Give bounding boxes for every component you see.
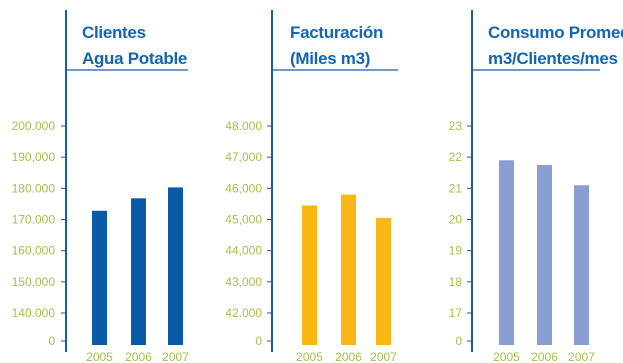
x-category-label: 2006 — [531, 350, 558, 363]
y-tick-label: 17 — [449, 306, 463, 320]
y-tick-label: 190,000 — [12, 150, 56, 164]
chart-title-line: (Miles m3) — [290, 49, 370, 68]
y-tick-label: 200.000 — [12, 119, 56, 133]
bar — [302, 205, 317, 345]
bar — [537, 164, 552, 345]
y-tick-label: 43,000 — [225, 275, 262, 289]
x-category-label: 2005 — [493, 350, 520, 363]
bar — [499, 160, 514, 345]
y-tick-label: 22 — [449, 150, 463, 164]
bar — [574, 185, 589, 345]
bar — [92, 210, 107, 345]
chart-title-line: m3/Clientes/mes — [488, 49, 618, 68]
y-tick-label: 44,000 — [225, 244, 262, 258]
y-tick-label: 47,000 — [225, 150, 262, 164]
y-tick-label: 150,000 — [12, 275, 56, 289]
x-category-label: 2005 — [296, 350, 323, 363]
x-category-label: 2006 — [125, 350, 152, 363]
x-category-label: 2007 — [568, 350, 595, 363]
y-tick-label: 19 — [449, 244, 463, 258]
bar — [341, 194, 356, 345]
y-tick-label: 20 — [449, 213, 463, 227]
bar — [131, 198, 146, 345]
y-tick-label: 45,000 — [225, 213, 262, 227]
y-tick-label: 42.000 — [225, 306, 262, 320]
bar — [168, 187, 183, 345]
y-tick-label: 48.000 — [225, 119, 262, 133]
y-tick-label: 46,000 — [225, 181, 262, 195]
x-category-label: 2006 — [335, 350, 362, 363]
y-zero-label: 0 — [255, 334, 262, 348]
y-zero-label: 0 — [455, 334, 462, 348]
y-tick-label: 18 — [449, 275, 463, 289]
y-tick-label: 140.000 — [12, 306, 56, 320]
x-category-label: 2007 — [370, 350, 397, 363]
bar — [376, 217, 391, 345]
y-tick-label: 160,000 — [12, 244, 56, 258]
y-tick-label: 21 — [449, 181, 463, 195]
y-tick-label: 170.000 — [12, 213, 56, 227]
chart-title-line: Agua Potable — [82, 49, 187, 68]
x-category-label: 2007 — [162, 350, 189, 363]
y-zero-label: 0 — [48, 334, 55, 348]
x-category-label: 2005 — [86, 350, 113, 363]
y-tick-label: 180.000 — [12, 181, 56, 195]
chart-title-line: Consumo Promedio — [488, 23, 623, 42]
chart-title-line: Clientes — [82, 23, 146, 42]
y-tick-label: 23 — [449, 119, 463, 133]
chart-title-line: Facturación — [290, 23, 383, 42]
